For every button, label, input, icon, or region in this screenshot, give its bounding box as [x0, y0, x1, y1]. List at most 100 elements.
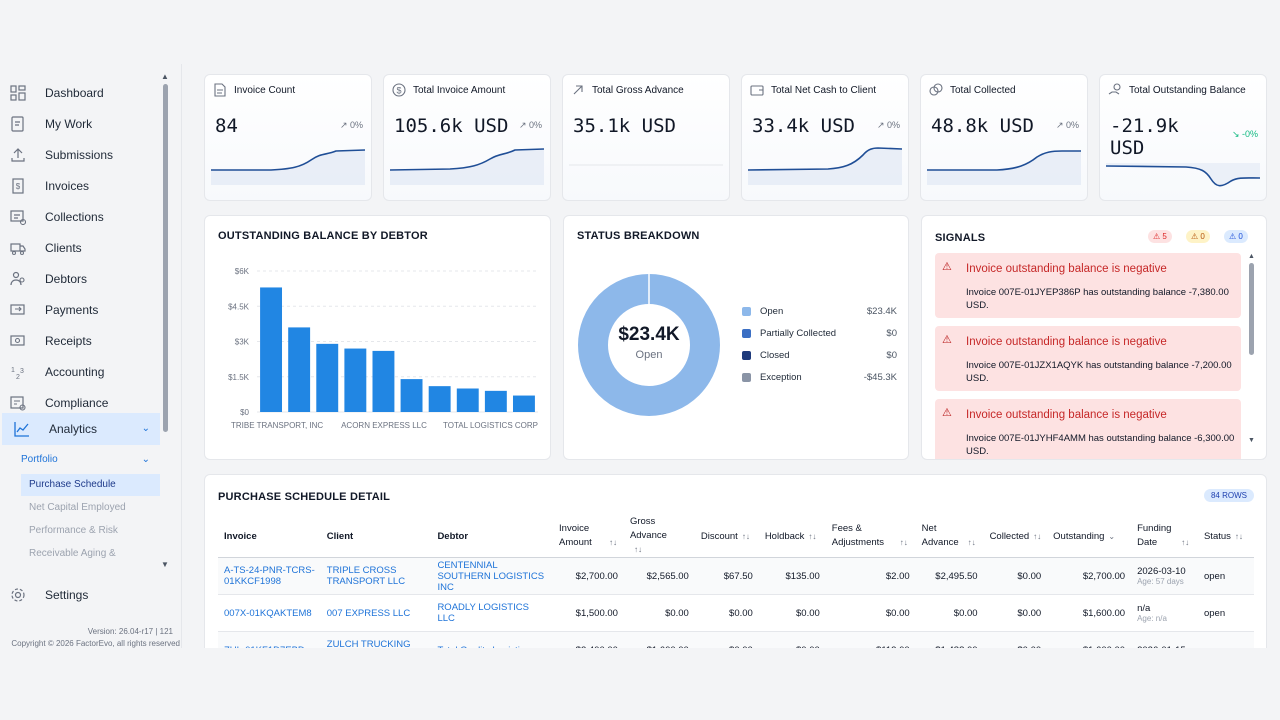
- signal-item[interactable]: ⚠ Invoice outstanding balance is negativ…: [935, 399, 1241, 459]
- col-invoice[interactable]: Invoice: [218, 515, 321, 558]
- bar[interactable]: [288, 327, 311, 412]
- cell-client[interactable]: ZULCH TRUCKING LLC: [320, 631, 432, 648]
- col-discount[interactable]: Discount ↑↓: [694, 515, 759, 558]
- scroll-up-arrow-icon[interactable]: ▲: [1248, 253, 1255, 260]
- sort-icon[interactable]: ↑↓: [741, 531, 750, 541]
- sort-icon[interactable]: ↑↓: [967, 538, 976, 547]
- sidebar-item-analytics[interactable]: Analytics ⌄: [2, 413, 160, 445]
- sidebar-item-collections[interactable]: Collections: [0, 202, 160, 232]
- scroll-down-arrow-icon[interactable]: ▼: [161, 560, 169, 569]
- badge-info[interactable]: ⚠ 0: [1224, 230, 1248, 243]
- cell-invoice[interactable]: ZUL-01KF1D7EBD: [218, 631, 321, 648]
- submenu-portfolio[interactable]: Portfolio ⌄: [21, 454, 160, 470]
- sort-icon[interactable]: ↑↓: [899, 538, 908, 547]
- subitem-receivable-aging[interactable]: Receivable Aging &: [29, 548, 116, 559]
- subitem-net-capital-employed[interactable]: Net Capital Employed: [29, 502, 126, 513]
- table-row[interactable]: ZUL-01KF1D7EBD ZULCH TRUCKING LLC Total …: [218, 631, 1254, 649]
- col-label: Funding Date: [1137, 523, 1172, 548]
- y-tick-label: $1.5K: [228, 373, 250, 382]
- cell-invoice[interactable]: 007X-01KQAKTEM8: [218, 594, 321, 632]
- bar[interactable]: [512, 395, 535, 412]
- cell-outstanding: $1,600.00: [1047, 594, 1132, 632]
- cell-collected: $0.00: [983, 594, 1048, 632]
- subitem-performance-risk[interactable]: Performance & Risk: [29, 525, 118, 536]
- sort-icon[interactable]: ↑↓: [1234, 531, 1243, 541]
- scroll-thumb[interactable]: [1249, 263, 1254, 355]
- cell-client[interactable]: TRIPLE CROSS TRANSPORT LLC: [320, 557, 432, 595]
- col-invoice-amount[interactable]: Invoice Amount ↑↓: [553, 515, 624, 558]
- svg-text:$: $: [16, 182, 21, 191]
- table-row[interactable]: 007X-01KQAKTEM8 007 EXPRESS LLC ROADLY L…: [218, 594, 1254, 632]
- sort-icon[interactable]: ↑↓: [1181, 538, 1190, 547]
- cell-debtor[interactable]: CENTENNIAL SOUTHERN LOGISTICS INC: [431, 557, 554, 595]
- col-debtor[interactable]: Debtor: [431, 515, 554, 558]
- bar[interactable]: [372, 350, 395, 412]
- col-fees[interactable]: Fees & Adjustments ↑↓: [825, 515, 916, 558]
- bar[interactable]: [400, 379, 423, 412]
- scroll-down-arrow-icon[interactable]: ▼: [1248, 437, 1255, 444]
- badge-warnings[interactable]: ⚠ 0: [1186, 230, 1210, 243]
- cell-net: $1,488.00: [915, 631, 984, 648]
- badge-info-count: 0: [1238, 232, 1243, 241]
- signal-item[interactable]: ⚠ Invoice outstanding balance is negativ…: [935, 253, 1241, 318]
- sidebar-item-submissions[interactable]: Submissions: [0, 140, 160, 170]
- sidebar-item-debtors[interactable]: Debtors: [0, 264, 160, 294]
- signals-title: SIGNALS: [935, 232, 986, 244]
- sort-icon[interactable]: ↑↓: [808, 531, 817, 541]
- donut-center-label: Open: [635, 349, 663, 361]
- sidebar-item-payments[interactable]: Payments: [0, 295, 160, 325]
- col-status[interactable]: Status ↑↓: [1197, 515, 1254, 558]
- sidebar-item-receipts[interactable]: Receipts: [0, 326, 160, 356]
- subitem-purchase-schedule[interactable]: Purchase Schedule: [21, 474, 160, 496]
- kpi-sparkline: [748, 147, 902, 185]
- cell-client[interactable]: 007 EXPRESS LLC: [320, 594, 432, 632]
- sidebar-item-my-work[interactable]: My Work: [0, 109, 160, 139]
- bar[interactable]: [316, 343, 339, 412]
- badge-errors[interactable]: ⚠ 5: [1148, 230, 1172, 243]
- signals-scrollbar[interactable]: ▲ ▼: [1248, 253, 1256, 447]
- sort-icon[interactable]: ↑↓: [1033, 531, 1042, 541]
- sidebar-item-settings[interactable]: Settings: [0, 580, 160, 610]
- col-net-advance[interactable]: Net Advance ↑↓: [915, 515, 984, 558]
- sidebar-item-compliance[interactable]: Compliance: [0, 388, 160, 418]
- table-row[interactable]: A-TS-24-PNR-TCRS-01KKCF1998 TRIPLE CROSS…: [218, 557, 1254, 595]
- truck-icon: [10, 243, 26, 255]
- sort-icon[interactable]: ↑↓: [633, 545, 642, 554]
- col-gross-advance[interactable]: Gross Advance ↑↓: [623, 515, 695, 558]
- cell-funding-date: n/a Age: n/a: [1131, 594, 1198, 632]
- kpi-value: 33.4k USD: [752, 115, 855, 137]
- signal-item[interactable]: ⚠ Invoice outstanding balance is negativ…: [935, 326, 1241, 391]
- col-client[interactable]: Client: [320, 515, 432, 558]
- col-label: Debtor: [437, 530, 469, 542]
- col-holdback[interactable]: Holdback ↑↓: [758, 515, 826, 558]
- bar[interactable]: [260, 287, 283, 412]
- cell-debtor[interactable]: ROADLY LOGISTICS LLC: [431, 594, 554, 632]
- chevron-down-icon[interactable]: ⌄: [1108, 531, 1116, 541]
- col-outstanding[interactable]: Outstanding ⌄: [1047, 515, 1132, 558]
- scroll-up-arrow-icon[interactable]: ▲: [161, 72, 169, 81]
- funding-date: 2026-01-15: [1137, 645, 1186, 649]
- col-collected[interactable]: Collected ↑↓: [983, 515, 1048, 558]
- cell-debtor[interactable]: Total Quality Logistics: [431, 631, 554, 648]
- scroll-thumb[interactable]: [163, 84, 168, 432]
- signal-title: Invoice outstanding balance is negative: [966, 263, 1167, 275]
- sort-icon[interactable]: ↑↓: [609, 538, 618, 547]
- sidebar-item-label: Submissions: [45, 148, 114, 162]
- cell-net: $2,495.50: [915, 557, 984, 595]
- bar[interactable]: [428, 386, 451, 412]
- cell-invoice[interactable]: A-TS-24-PNR-TCRS-01KKCF1998: [218, 557, 321, 595]
- sidebar-item-invoices[interactable]: $ Invoices: [0, 171, 160, 201]
- svg-text:1: 1: [11, 367, 15, 374]
- bar[interactable]: [484, 390, 507, 412]
- cell-holdback: $135.00: [758, 557, 826, 595]
- kpi-sparkline: [927, 150, 1081, 185]
- cell-fees: $2.00: [825, 557, 916, 595]
- sidebar-scrollbar[interactable]: ▲ ▼: [161, 72, 169, 569]
- sidebar-item-clients[interactable]: Clients: [0, 233, 160, 263]
- bar[interactable]: [344, 348, 367, 412]
- bar[interactable]: [456, 388, 479, 413]
- kpi-card-total-outstanding: Total Outstanding Balance -21.9k USD ↘ -0…: [1099, 74, 1267, 201]
- col-funding-date[interactable]: Funding Date ↑↓: [1131, 515, 1198, 558]
- sidebar-item-dashboard[interactable]: Dashboard: [0, 78, 160, 108]
